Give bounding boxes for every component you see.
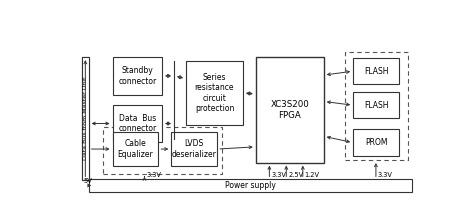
Bar xyxy=(112,132,158,166)
Text: Standby
connector: Standby connector xyxy=(118,66,156,86)
Text: LVDS
deserializer: LVDS deserializer xyxy=(172,139,217,159)
Text: Series
resistance
circuit
protection: Series resistance circuit protection xyxy=(195,73,234,113)
Bar xyxy=(82,57,89,180)
Bar xyxy=(82,57,89,180)
Text: Data  Bus
connector: Data Bus connector xyxy=(118,114,156,133)
Bar xyxy=(112,105,162,142)
Bar xyxy=(353,130,399,156)
Bar xyxy=(186,61,243,125)
Text: FLASH: FLASH xyxy=(364,101,388,110)
Text: XC3S200
FPGA: XC3S200 FPGA xyxy=(270,100,309,120)
Bar xyxy=(102,127,222,174)
Bar xyxy=(89,179,412,192)
Bar xyxy=(171,132,217,166)
Text: 3.3V: 3.3V xyxy=(378,172,392,179)
Text: 2.5V: 2.5V xyxy=(288,172,303,179)
Text: 3.3V: 3.3V xyxy=(271,172,286,179)
Text: PROM: PROM xyxy=(365,138,387,147)
Bar xyxy=(345,52,408,160)
Text: Data Bus from Master Unit: Data Bus from Master Unit xyxy=(83,77,88,160)
Text: 5V: 5V xyxy=(83,178,92,184)
Text: Power supply: Power supply xyxy=(225,181,276,190)
Text: 3.3V: 3.3V xyxy=(146,172,162,179)
Text: 1.2V: 1.2V xyxy=(305,172,319,179)
Bar xyxy=(112,57,162,95)
Bar xyxy=(353,58,399,84)
Text: Cable
Equalizer: Cable Equalizer xyxy=(118,139,154,159)
Bar xyxy=(256,57,324,163)
Text: FLASH: FLASH xyxy=(364,67,388,76)
Bar xyxy=(353,92,399,118)
